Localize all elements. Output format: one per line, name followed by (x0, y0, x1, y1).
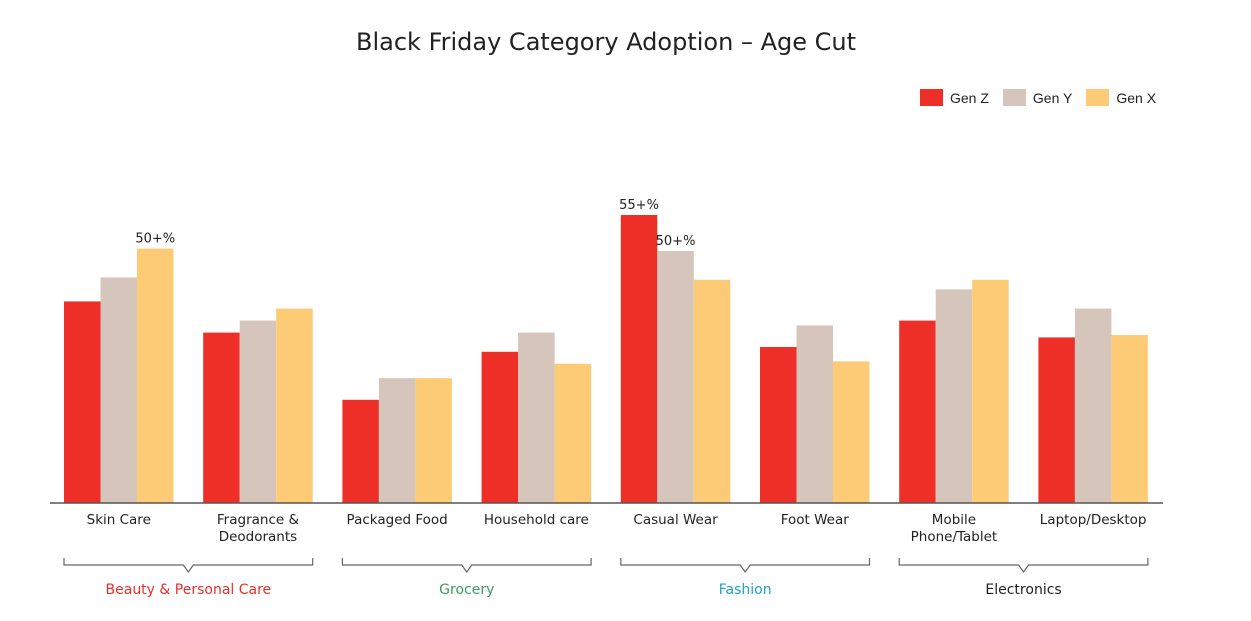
bar-gen-x-0 (137, 248, 174, 503)
legend-swatch-gen-x (1086, 89, 1110, 106)
group-label-2: Fashion (719, 582, 772, 598)
data-label-0: 50+% (135, 232, 175, 247)
bar-gen-z-0 (64, 301, 101, 503)
bar-gen-y-6 (935, 289, 973, 503)
category-label-2: Packaged Food (347, 512, 448, 528)
legend-label-gen-y: Gen Y (1032, 89, 1073, 106)
bar-gen-x-7 (1111, 335, 1148, 503)
bar-gen-y-5 (796, 325, 833, 503)
category-label-7: Laptop/Desktop (1040, 512, 1147, 528)
bar-gen-y-1 (239, 320, 277, 503)
group-bracket-1 (341, 558, 592, 574)
bar-gen-y-0 (100, 277, 137, 503)
legend-item-gen-z: Gen Z (920, 89, 989, 106)
category-label-3: Household care (484, 512, 589, 528)
group-label-3: Electronics (985, 582, 1061, 598)
bar-gen-x-6 (972, 279, 1009, 503)
category-label-6-line-1: Phone/Tablet (911, 529, 998, 545)
legend-label-gen-z: Gen Z (950, 89, 989, 106)
bar-gen-z-6 (899, 320, 936, 503)
data-label-2: 50+% (656, 234, 696, 249)
bar-gen-z-3 (481, 351, 519, 503)
bar-gen-z-7 (1038, 337, 1075, 503)
bar-gen-y-2 (378, 378, 416, 503)
category-label-6-line-0: Mobile (932, 512, 976, 528)
group-bracket-0 (63, 558, 314, 574)
category-label-0: Skin Care (87, 512, 151, 528)
bar-gen-x-3 (554, 363, 592, 503)
group-bracket-2 (620, 558, 871, 574)
legend-swatch-gen-y (1002, 89, 1026, 106)
category-label-4: Casual Wear (633, 512, 718, 528)
category-label-1-line-1: Deodorants (219, 529, 298, 545)
group-label-1: Grocery (439, 582, 494, 598)
bar-gen-y-4 (657, 251, 694, 503)
bar-gen-x-5 (833, 361, 870, 503)
group-bracket-3 (898, 558, 1149, 574)
category-label-5: Foot Wear (781, 512, 850, 528)
category-label-1-line-0: Fragrance & (217, 512, 300, 528)
bar-gen-x-2 (415, 378, 452, 503)
bar-gen-z-1 (203, 332, 240, 503)
bar-gen-z-2 (342, 399, 379, 503)
bar-gen-x-1 (276, 308, 313, 503)
bar-gen-z-4 (620, 215, 658, 503)
bar-gen-x-4 (693, 279, 731, 503)
legend-item-gen-x: Gen X (1086, 89, 1156, 106)
legend-label-gen-x: Gen X (1116, 89, 1157, 106)
bar-gen-y-3 (518, 332, 555, 503)
legend-swatch-gen-z (920, 89, 943, 106)
group-label-0: Beauty & Personal Care (106, 582, 272, 598)
chart-title: Black Friday Category Adoption – Age Cut (356, 28, 856, 56)
bar-gen-y-7 (1074, 308, 1112, 503)
data-label-1: 55+% (619, 198, 659, 213)
bar-gen-z-5 (760, 347, 797, 503)
legend: Gen Z Gen Y Gen X (920, 89, 1170, 106)
legend-item-gen-y: Gen Y (1002, 89, 1073, 106)
